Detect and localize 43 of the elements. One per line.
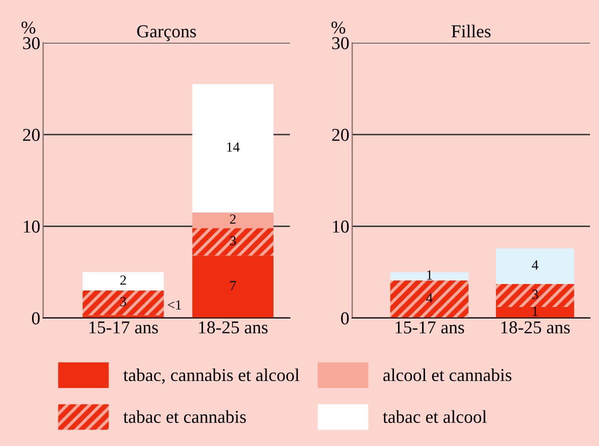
bar [82,272,164,290]
y-tick-label: 0 [32,312,40,324]
bar [496,284,574,307]
y-tick-label: 10 [332,220,349,233]
y-tick-label: 30 [332,37,349,50]
data-label: 14 [227,142,240,152]
chart-title: Garçons [137,25,196,42]
y-axis-title: % [22,21,36,34]
bar [496,248,574,284]
bar [390,272,468,280]
data-label: 4 [532,260,538,270]
y-tick-label: 0 [341,312,349,324]
x-tick-label: 15-17 ans [396,321,464,334]
bar [192,228,274,256]
x-tick-label: 18-25 ans [501,321,570,334]
bar [192,212,274,228]
data-label: 3 [532,290,538,299]
y-axis-title: % [331,21,346,34]
bar [192,256,274,318]
legend-label: tabac et cannabis [123,410,246,423]
data-label: 1 [532,306,538,316]
data-label: 2 [120,275,126,285]
legend-label: tabac, cannabis et alcool [123,368,300,384]
x-tick-label: 15-17 ans [89,321,158,334]
y-tick-label: 20 [23,128,40,141]
data-label: <1 [168,300,182,310]
y-tick-label: 10 [24,220,40,233]
chart-title: Filles [452,24,491,38]
bar [496,306,574,318]
bar [82,315,164,318]
x-tick-label: 18-25 ans [199,321,268,334]
bar [82,290,164,316]
data-label: 4 [426,293,433,303]
bar [390,280,468,318]
data-label: 7 [230,281,236,290]
y-tick-label: 20 [332,128,349,141]
data-label: 3 [230,236,236,246]
legend-label: alcool et cannabis [383,368,512,382]
legend-label: tabac et alcool [382,410,487,423]
data-label: 1 [427,270,432,280]
y-tick-label: 30 [23,37,40,50]
data-label: 2 [230,214,236,224]
bar [192,84,274,213]
